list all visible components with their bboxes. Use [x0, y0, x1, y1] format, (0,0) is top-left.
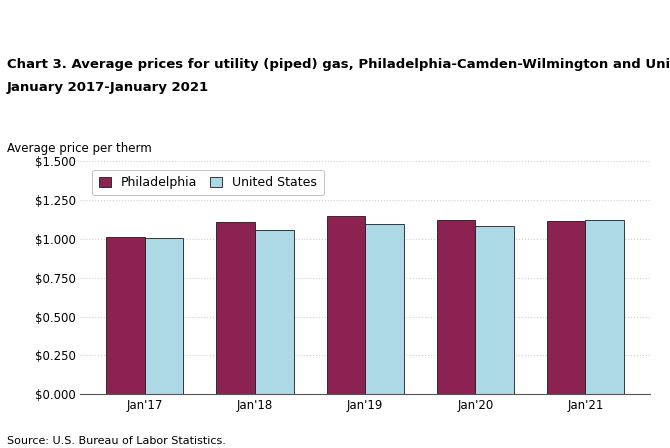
Legend: Philadelphia, United States: Philadelphia, United States: [92, 170, 324, 195]
Bar: [586, 220, 624, 394]
Bar: [437, 220, 475, 394]
Text: Chart 3. Average prices for utility (piped) gas, Philadelphia-Camden-Wilmington : Chart 3. Average prices for utility (pip…: [7, 58, 670, 71]
Bar: [365, 224, 404, 394]
Text: Average price per therm: Average price per therm: [7, 142, 151, 155]
Bar: [107, 237, 145, 394]
Bar: [216, 222, 255, 394]
Text: January 2017-January 2021: January 2017-January 2021: [7, 81, 209, 94]
Bar: [326, 216, 365, 394]
Bar: [475, 226, 514, 394]
Text: Source: U.S. Bureau of Labor Statistics.: Source: U.S. Bureau of Labor Statistics.: [7, 436, 226, 446]
Bar: [547, 221, 586, 394]
Bar: [255, 230, 293, 394]
Bar: [145, 238, 184, 394]
